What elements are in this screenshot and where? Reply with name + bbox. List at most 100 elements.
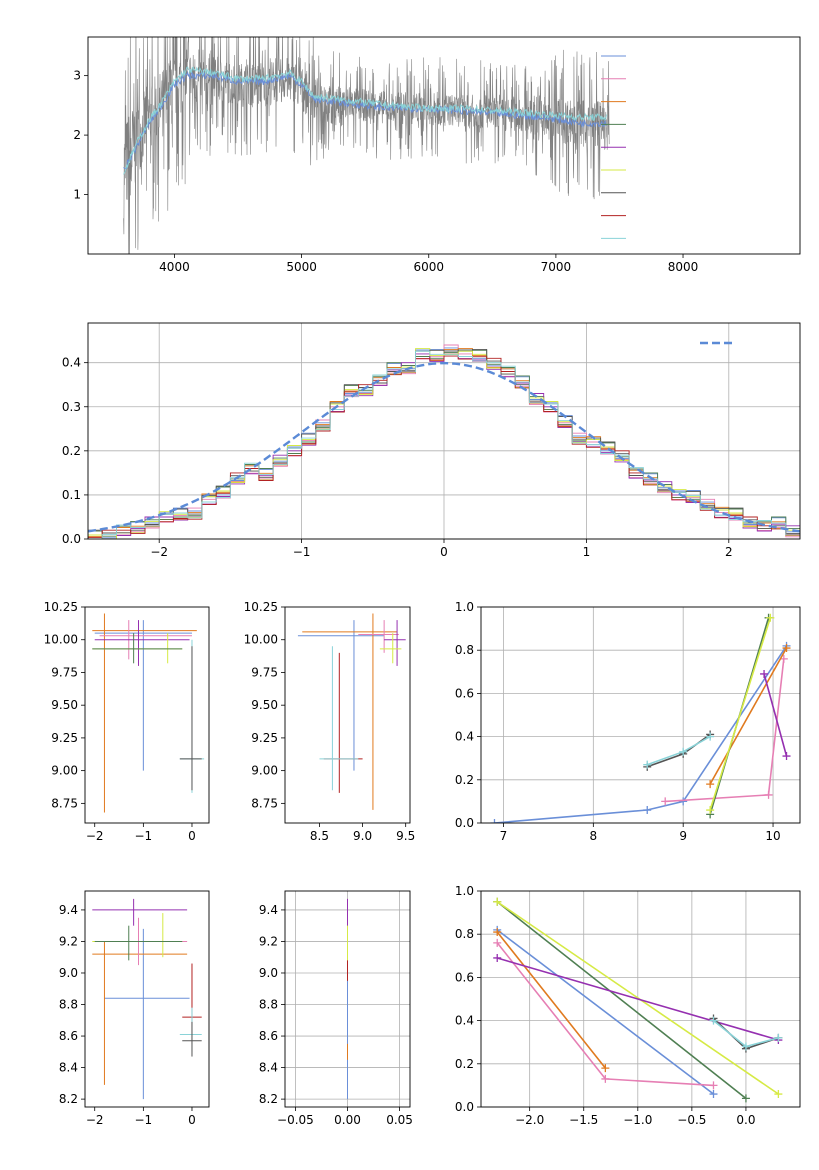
data-point-marker — [774, 1090, 783, 1099]
x-tick-label: 0.05 — [386, 1113, 413, 1127]
x-tick-label: −2 — [86, 1113, 104, 1127]
x-tick-label: 7000 — [541, 260, 572, 274]
y-tick-label: 9.4 — [259, 903, 278, 917]
y-tick-label: 8.2 — [259, 1092, 278, 1106]
y-tick-label: 10.00 — [44, 633, 78, 647]
y-tick-label: 2 — [73, 128, 81, 142]
y-tick-label: 0.4 — [455, 730, 474, 744]
x-tick-label: 8.5 — [310, 829, 329, 843]
spectrum-plot — [123, 37, 610, 254]
axes-frame — [480, 890, 801, 1108]
x-tick-label: 10 — [765, 829, 780, 843]
data-point-marker — [741, 1042, 750, 1051]
histogram-plot — [88, 344, 800, 539]
data-point-marker — [709, 1081, 718, 1090]
y-tick-label: 1.0 — [455, 600, 474, 614]
histogram-step — [88, 348, 800, 539]
y-tick-label: 9.50 — [51, 698, 78, 712]
x-tick-label: 1 — [583, 545, 591, 559]
histogram-step — [88, 350, 800, 539]
y-tick-label: 9.0 — [259, 966, 278, 980]
y-tick-label: 1 — [73, 188, 81, 202]
mass-weight-line — [763, 673, 788, 757]
x-tick-label: −1 — [293, 545, 311, 559]
data-point-marker — [493, 953, 502, 962]
data-point-marker — [643, 806, 652, 815]
y-tick-label: 9.25 — [51, 731, 78, 745]
data-point-marker — [774, 1033, 783, 1042]
spectrum-panel: 4000 5000 6000 7000 8000 1 2 3 — [73, 36, 801, 274]
y-tick-label: 0.4 — [455, 1014, 474, 1028]
x-tick-label: 5000 — [286, 260, 317, 274]
residual-histogram-panel: −2 −1 0 1 2 0.0 0.1 0.2 0.3 0.4 — [62, 322, 801, 559]
y-tick-label: 0.0 — [455, 816, 474, 830]
x-tick-label: 2 — [725, 545, 733, 559]
data-point-marker — [493, 897, 502, 906]
x-tick-label: 6000 — [413, 260, 444, 274]
y-tick-label: 0.0 — [455, 1100, 474, 1114]
x-tick-label: 8 — [590, 829, 598, 843]
mass-weight-line — [709, 647, 788, 785]
mass-weight-line — [496, 929, 714, 1095]
y-tick-label: 9.25 — [251, 731, 278, 745]
x-tick-label: −1.0 — [623, 1113, 652, 1127]
x-tick-label: −2 — [150, 545, 168, 559]
mass-weight-panel: −2.0 −1.5 −1.0 −0.5 0.0 0.0 0.2 0.4 0.6 0.8 1.0 — [455, 884, 801, 1127]
y-tick-label: 10.00 — [244, 633, 278, 647]
mass-weight-line — [496, 901, 747, 1100]
y-tick-label: 9.00 — [51, 764, 78, 778]
y-tick-label: 0.1 — [62, 488, 81, 502]
errorbar-plot — [92, 898, 202, 1100]
x-tick-label: 0.00 — [334, 1113, 361, 1127]
data-point-marker — [493, 928, 502, 937]
data-point-marker — [706, 732, 715, 741]
x-tick-label: 0 — [188, 1113, 196, 1127]
errorbar-plot — [92, 613, 205, 813]
y-tick-label: 9.0 — [59, 966, 78, 980]
x-tick-label: −1 — [135, 829, 153, 843]
x-tick-label: −0.05 — [277, 1113, 314, 1127]
y-tick-label: 3 — [73, 69, 81, 83]
x-tick-label: −1 — [135, 1113, 153, 1127]
axes-frame — [284, 890, 411, 1108]
y-tick-label: 8.6 — [59, 1029, 78, 1043]
axes-frame — [84, 890, 210, 1108]
y-tick-label: 0.2 — [62, 444, 81, 458]
y-tick-label: 0.2 — [455, 773, 474, 787]
y-tick-label: 1.0 — [455, 884, 474, 898]
mass-weight-plot — [490, 613, 791, 823]
axes-frame — [84, 606, 210, 824]
y-tick-label: 0.0 — [62, 532, 81, 546]
data-point-marker — [643, 760, 652, 769]
y-tick-label: 0.8 — [455, 927, 474, 941]
data-point-marker — [766, 613, 775, 622]
data-point-marker — [741, 1094, 750, 1103]
y-tick-label: 0.6 — [455, 970, 474, 984]
mass-weight-line — [496, 957, 779, 1041]
errorbar-panel: −2 −1 0 8.2 8.4 8.6 8.8 9.0 9.2 9.4 — [59, 890, 210, 1127]
y-tick-label: 9.50 — [251, 698, 278, 712]
y-tick-label: 9.75 — [251, 665, 278, 679]
y-tick-label: 8.75 — [51, 796, 78, 810]
x-tick-label: 4000 — [159, 260, 190, 274]
y-tick-label: 8.6 — [259, 1029, 278, 1043]
y-tick-label: 0.4 — [62, 356, 81, 370]
axes-frame — [87, 322, 801, 540]
x-tick-label: 0 — [188, 829, 196, 843]
axes-frame — [87, 36, 801, 255]
mass-weight-line — [709, 617, 772, 811]
y-tick-label: 8.4 — [59, 1061, 78, 1075]
data-point-marker — [679, 747, 688, 756]
mass-weight-line — [496, 901, 779, 1095]
y-tick-label: 8.8 — [259, 998, 278, 1012]
y-tick-label: 8.8 — [59, 998, 78, 1012]
errorbar-panel: 8.5 9.0 9.5 8.75 9.00 9.25 9.50 9.75 10.00 10.25 — [244, 600, 416, 843]
y-tick-label: 0.2 — [455, 1057, 474, 1071]
y-tick-label: 8.4 — [259, 1061, 278, 1075]
y-tick-label: 0.6 — [455, 686, 474, 700]
y-tick-label: 9.2 — [59, 934, 78, 948]
data-point-marker — [490, 819, 499, 823]
data-point-marker — [601, 1074, 610, 1083]
data-point-marker — [782, 644, 791, 653]
